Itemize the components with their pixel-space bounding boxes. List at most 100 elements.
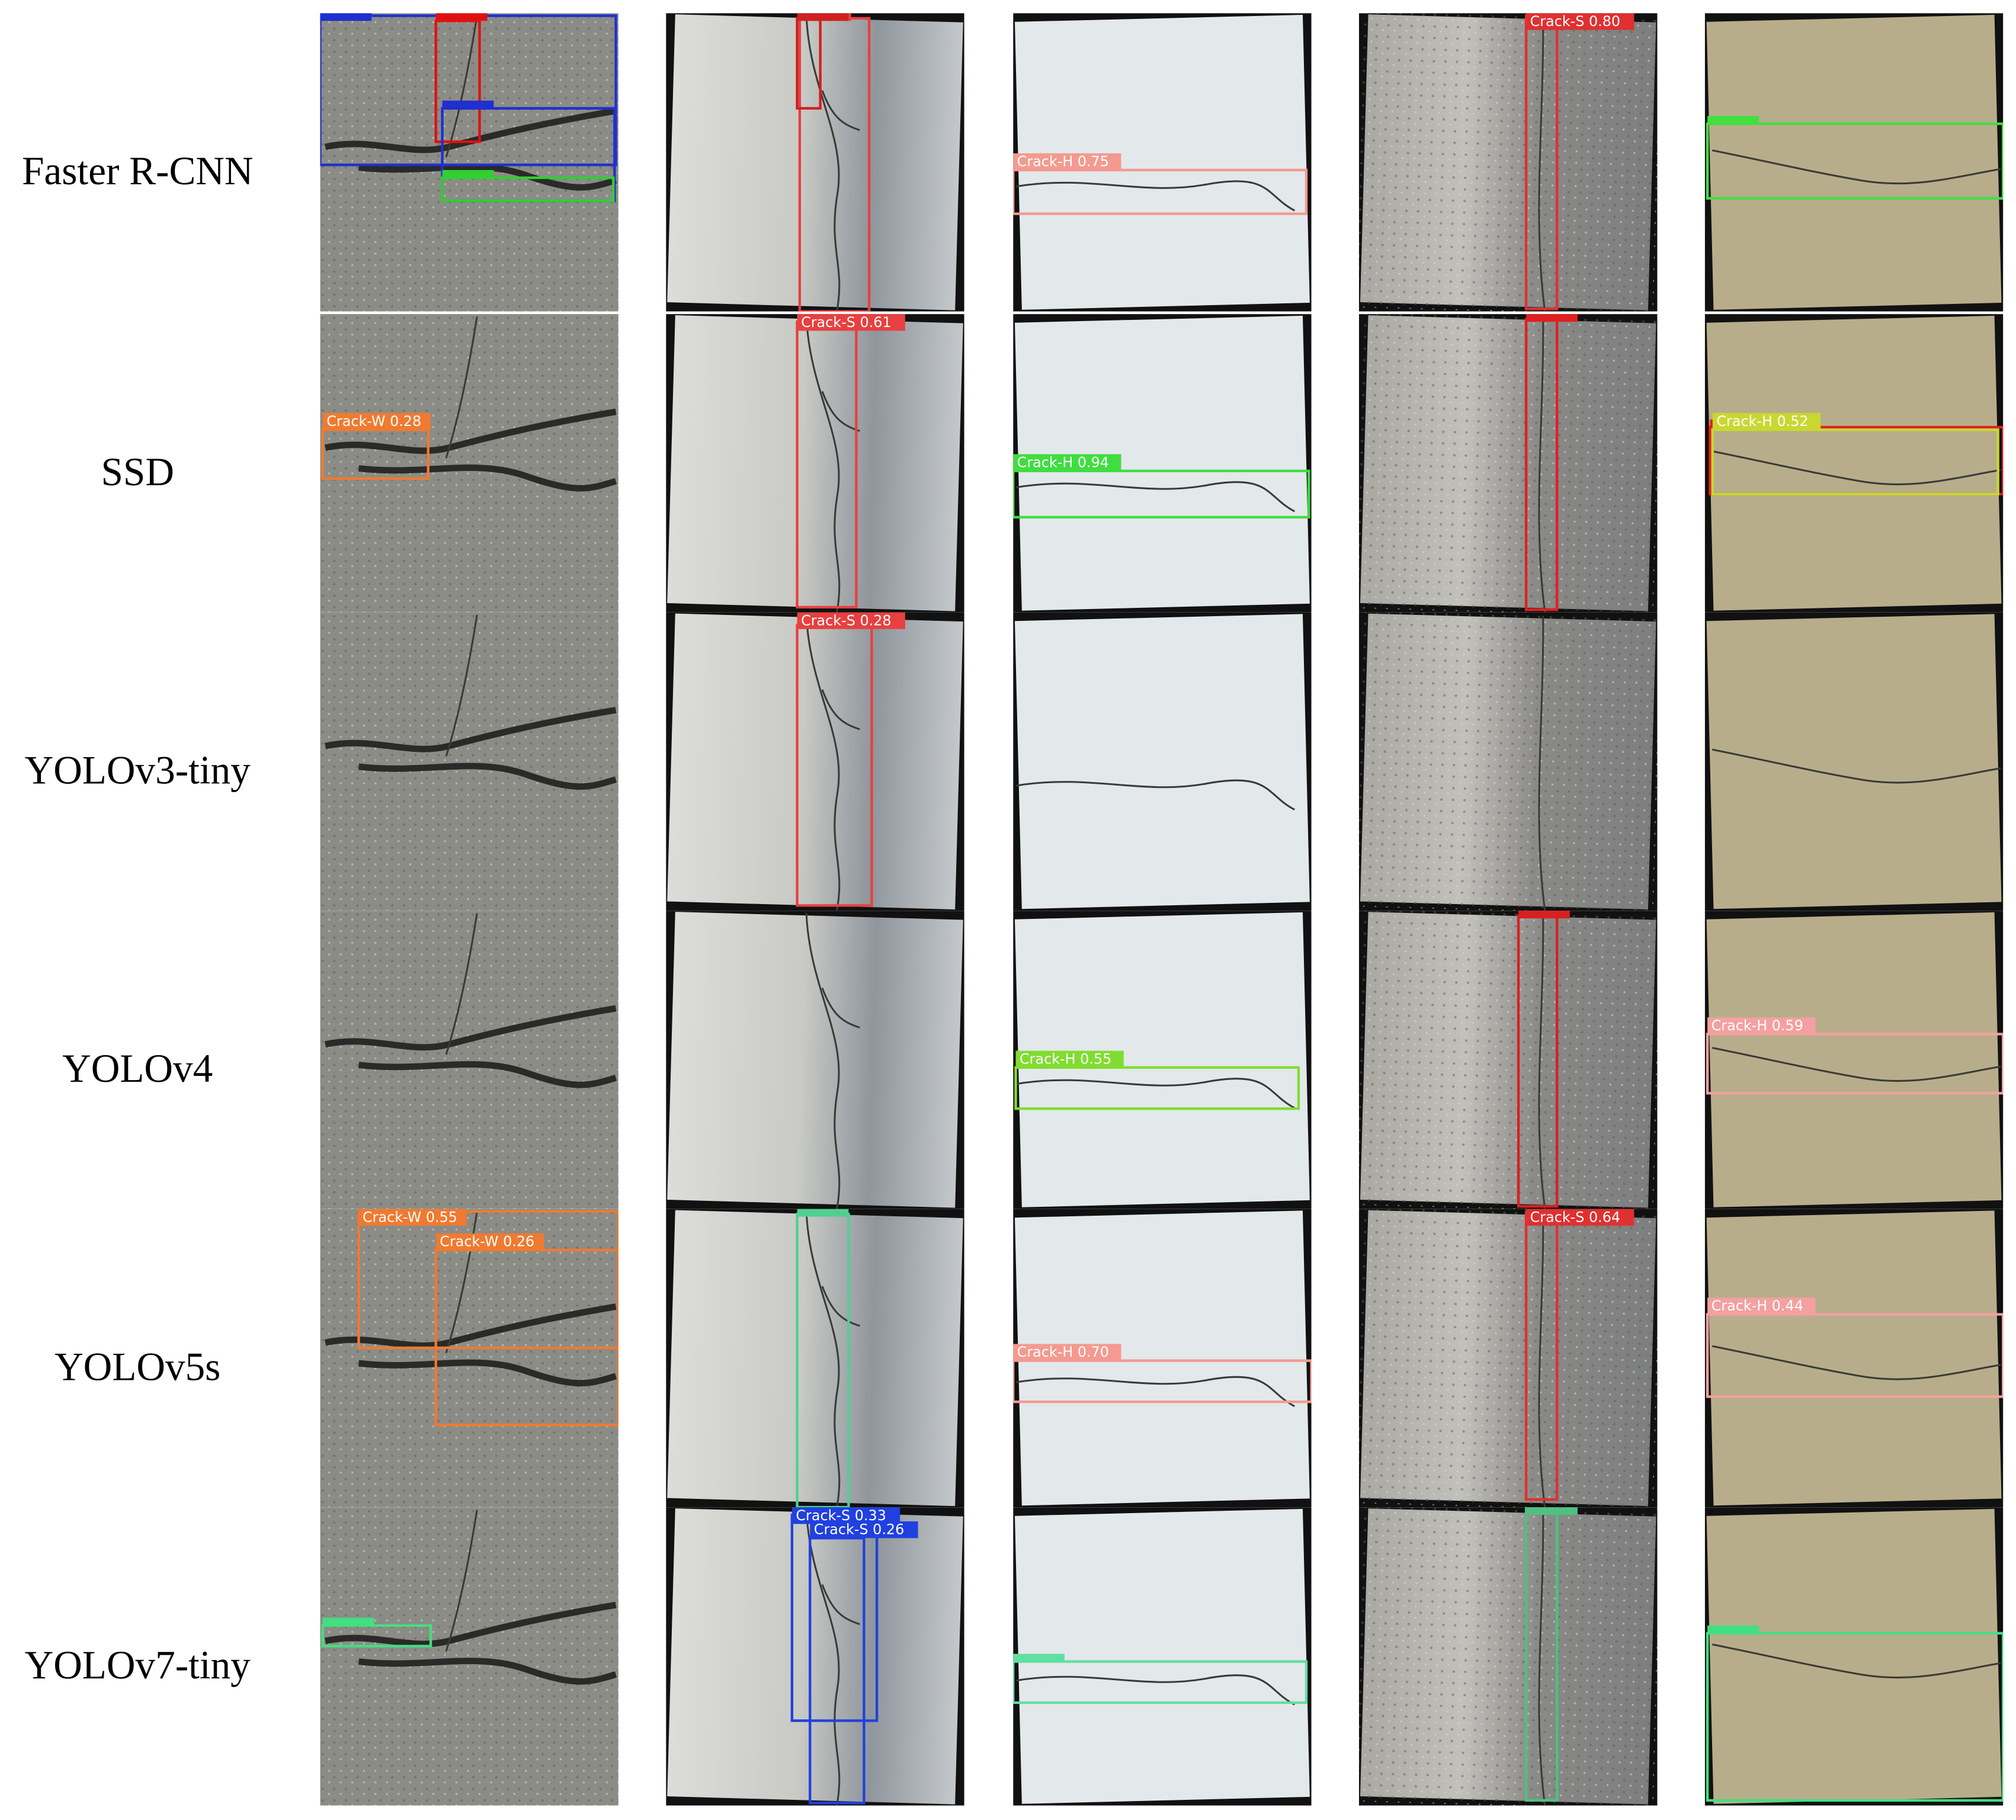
surface <box>1014 315 1310 611</box>
photo: Crack-S 0.61 <box>666 314 964 613</box>
label-bg <box>320 13 372 21</box>
photo <box>1704 13 2004 312</box>
image-cell: Crack-H 0.52 <box>1704 314 2004 613</box>
crack <box>358 1359 617 1386</box>
crack <box>1538 1510 1546 1806</box>
photo: Crack-H 0.52 <box>1704 314 2004 613</box>
label-bg <box>1526 314 1578 322</box>
detection-box <box>1706 1033 2004 1095</box>
detection-box <box>357 1210 618 1350</box>
detection-box <box>434 1248 618 1427</box>
surface <box>1706 1210 2002 1506</box>
photo-surface <box>1706 315 2002 611</box>
photo: Crack-S 0.80 <box>1358 13 1658 312</box>
label-bg <box>797 314 905 331</box>
label-bg <box>442 170 494 178</box>
image-cell: Crack-W 0.28 <box>320 314 618 613</box>
crack <box>1711 748 2001 784</box>
photo <box>666 1209 964 1508</box>
surface <box>667 14 963 310</box>
crack <box>1016 1078 1296 1109</box>
image-cell <box>1358 1507 1658 1806</box>
label-bg <box>1707 1625 1759 1633</box>
label-bg <box>1707 116 1759 124</box>
crack <box>445 614 478 757</box>
detection-box <box>1013 168 1308 215</box>
photo-surface <box>667 1508 963 1806</box>
photo <box>1013 612 1312 911</box>
crack <box>1538 17 1546 312</box>
surface <box>1014 1508 1310 1804</box>
detection-label: Crack-H 0.52 <box>1716 413 1808 430</box>
label-bg <box>358 1209 467 1226</box>
detection-label: Crack-H 0.55 <box>1020 1050 1111 1067</box>
detection-box <box>1706 122 2004 200</box>
crack <box>358 164 617 191</box>
photo: Crack-W 0.55 Crack-W 0.26 <box>320 1209 618 1508</box>
row-label: YOLOv4 <box>62 1046 213 1091</box>
detection-label: Crack-H 0.44 <box>1711 1297 1803 1314</box>
label-bg <box>1013 153 1121 171</box>
photo-surface <box>1014 614 1310 909</box>
image-cell: Crack-H 0.75 <box>1013 13 1312 312</box>
crack <box>1016 1674 1296 1706</box>
crack <box>821 1286 860 1327</box>
detection-box <box>1014 1066 1300 1110</box>
label-bg <box>797 1209 849 1217</box>
label-bg <box>791 1507 900 1524</box>
crack <box>1711 1047 2001 1082</box>
label-bg <box>1712 413 1821 430</box>
texture <box>1358 1507 1658 1806</box>
image-cell <box>1704 1507 2004 1806</box>
photo-surface <box>1706 912 2002 1207</box>
image-cell <box>320 612 618 911</box>
detection-label: Crack-H 0.59 <box>1711 1017 1803 1034</box>
label-bg <box>797 612 905 629</box>
label-bg <box>435 1233 544 1251</box>
image-cell <box>320 911 618 1209</box>
photo <box>1358 612 1658 911</box>
surface <box>667 1508 963 1805</box>
photo <box>666 13 964 312</box>
texture <box>1358 13 1658 312</box>
photo: Crack-H 0.55 <box>1013 911 1312 1209</box>
detection-label: Crack-W 0.55 <box>363 1209 457 1225</box>
crack <box>358 1061 617 1088</box>
crack <box>1711 149 2001 185</box>
label-bg <box>1526 13 1634 30</box>
photo: Crack-H 0.70 <box>1013 1209 1312 1508</box>
detection-box <box>1706 1632 2004 1802</box>
photo <box>320 612 618 911</box>
crack <box>1711 1643 2001 1679</box>
photo <box>666 911 964 1209</box>
photo <box>1704 1507 2004 1806</box>
surface <box>1706 315 2002 611</box>
photo-surface <box>1358 1507 1658 1806</box>
photo-surface <box>1706 614 2002 909</box>
photo-surface <box>1358 1209 1658 1508</box>
detection-label: Crack-H 0.70 <box>1017 1344 1109 1360</box>
photo-surface <box>667 613 963 911</box>
detection-label: Crack-H 0.94 <box>1017 454 1109 470</box>
surface <box>667 1210 963 1507</box>
photo-surface <box>667 912 963 1209</box>
crack <box>1538 317 1546 613</box>
image-cell: Crack-H 0.94 <box>1013 314 1312 613</box>
photo-surface <box>1358 314 1658 613</box>
photo-surface <box>1358 13 1658 312</box>
image-cell <box>320 1507 618 1806</box>
detection-box <box>441 176 615 203</box>
crack <box>805 316 841 613</box>
photo-surface <box>320 911 618 1209</box>
label-bg <box>322 413 431 430</box>
photo <box>1358 314 1658 613</box>
texture <box>1358 314 1658 613</box>
crack <box>445 1510 478 1652</box>
detection-label: Crack-S 0.61 <box>801 314 892 331</box>
detection-label: Crack-W 0.28 <box>326 413 421 430</box>
detection-label: Crack-W 0.26 <box>440 1233 534 1250</box>
crack <box>821 988 860 1028</box>
detection-box <box>1711 428 1999 496</box>
